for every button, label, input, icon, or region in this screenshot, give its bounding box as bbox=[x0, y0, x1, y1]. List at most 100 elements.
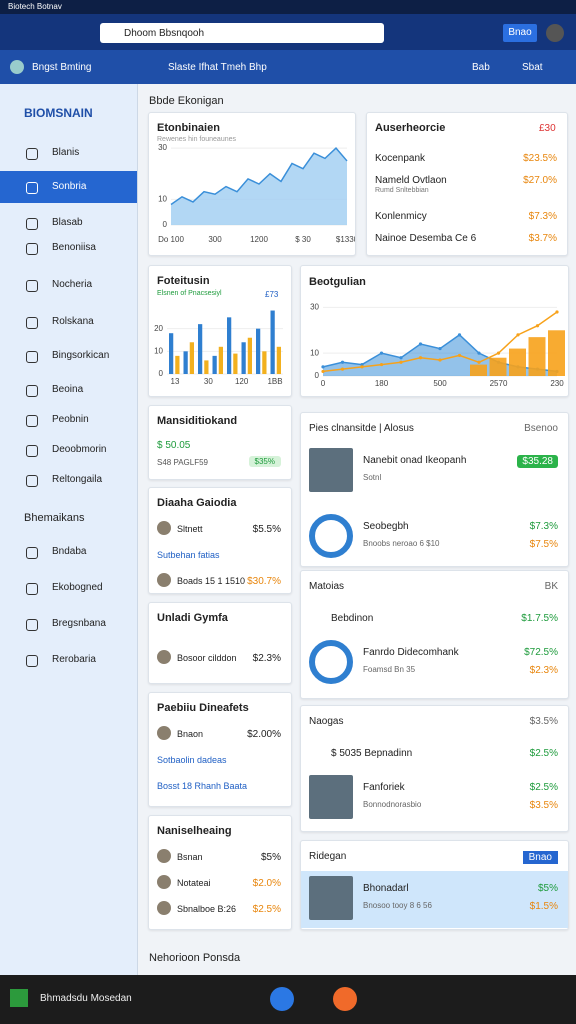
nav-item[interactable]: Peobnin bbox=[52, 414, 89, 425]
section-title: Matoias bbox=[309, 581, 345, 592]
row-value: $7.3% bbox=[528, 211, 557, 222]
point bbox=[418, 356, 423, 360]
x-tick-label: Do 100 bbox=[158, 235, 184, 244]
bar bbox=[233, 353, 238, 374]
row-sub: Sotnl bbox=[363, 473, 382, 482]
bar bbox=[470, 364, 487, 376]
nav-item[interactable]: Beoina bbox=[52, 384, 84, 395]
bar bbox=[247, 337, 252, 374]
point bbox=[535, 324, 540, 328]
row-label: Boads 15 1 1510 bbox=[177, 576, 246, 586]
row-label: Sutbehan fatias bbox=[157, 550, 220, 560]
point bbox=[477, 360, 481, 364]
nav-item[interactable]: Ekobogned bbox=[52, 582, 103, 593]
browser-bar: Dhoom Bbsnqooh Bnao bbox=[0, 14, 576, 50]
account-icon bbox=[10, 60, 24, 74]
row-sub: Bnosoo tooy 8 6 56 bbox=[363, 901, 432, 910]
point bbox=[340, 360, 345, 364]
row-value: $35.28 bbox=[517, 455, 558, 468]
tag: £30 bbox=[539, 123, 556, 134]
nav-item[interactable]: Blasab bbox=[52, 217, 83, 228]
action[interactable]: Sbat bbox=[522, 62, 543, 73]
row-label: Bosst 18 Rhanh Baata bbox=[157, 781, 248, 791]
row-label: Sltnett bbox=[177, 524, 203, 534]
point bbox=[360, 365, 364, 369]
links[interactable]: Slaste Ifhat Tmeh Bhp bbox=[168, 62, 267, 73]
row-value2: $7.5% bbox=[529, 539, 558, 550]
section: Matoias BK Bebdinon $1.7.5% Fanrdo Didecomha… bbox=[300, 570, 569, 699]
bar bbox=[183, 351, 188, 374]
x-tick-label: 1200 bbox=[250, 235, 268, 244]
y-tick-label: 20 bbox=[154, 324, 163, 333]
action[interactable]: Bab bbox=[472, 62, 490, 73]
nav-icon bbox=[26, 243, 38, 255]
point bbox=[340, 367, 345, 371]
toolbar: Bngst Bmting Slaste Ifhat Tmeh Bhp Bab S… bbox=[0, 50, 576, 84]
nav-item[interactable]: Blanis bbox=[52, 147, 80, 158]
nav-icon bbox=[26, 619, 38, 631]
combo-card: Beotgulian 0 10 30 0 180 500 2570 230 bbox=[300, 265, 569, 397]
row-icon bbox=[157, 521, 171, 535]
point bbox=[399, 360, 403, 364]
card-title: Naniselheaing bbox=[157, 825, 232, 837]
row-value: $7.3% bbox=[529, 521, 558, 532]
nav-icon bbox=[26, 415, 38, 427]
nav-item[interactable]: Benoniisa bbox=[52, 242, 96, 253]
card-title: Diaaha Gaiodia bbox=[157, 497, 237, 509]
nav-item[interactable]: Deoobmorin bbox=[52, 444, 107, 455]
point bbox=[438, 358, 442, 362]
nav-icon bbox=[26, 385, 38, 397]
row-value: $72.5% bbox=[524, 647, 558, 658]
nav-icon bbox=[26, 280, 38, 292]
nav-item[interactable]: Nocheria bbox=[52, 279, 93, 290]
row-value: $2.0% bbox=[252, 878, 281, 889]
nav-icon bbox=[26, 351, 38, 363]
x-tick-label: 500 bbox=[433, 379, 447, 388]
row-value: $5% bbox=[537, 883, 558, 894]
button[interactable]: Bnao bbox=[503, 24, 537, 42]
row-label: Bsnan bbox=[177, 852, 203, 862]
nav-icon bbox=[26, 583, 38, 595]
section-title: Ridegan bbox=[309, 851, 347, 862]
app-icon[interactable] bbox=[333, 987, 357, 1011]
area bbox=[171, 148, 347, 225]
nav-item[interactable]: Rerobaria bbox=[52, 654, 96, 665]
line bbox=[170, 147, 348, 206]
row-title: Bebdinon bbox=[331, 613, 374, 624]
y-tick-label: 0 bbox=[163, 220, 168, 229]
row-label: Sbnalboe B:26 bbox=[177, 904, 237, 914]
section: Pies clnansitde | Alosus Bsenoo Nanebit on… bbox=[300, 412, 569, 567]
point bbox=[555, 310, 559, 314]
row-label: Kocenpank bbox=[375, 153, 426, 164]
nav-item[interactable]: Reltongaila bbox=[52, 474, 103, 485]
nav-item[interactable]: Bndaba bbox=[52, 546, 87, 557]
section-aside: BK bbox=[544, 581, 558, 592]
bar bbox=[227, 317, 232, 374]
app-icon[interactable] bbox=[270, 987, 294, 1011]
point bbox=[516, 333, 520, 337]
bar bbox=[489, 357, 507, 376]
nav-item[interactable]: Sonbria bbox=[52, 181, 87, 192]
nav-item[interactable]: Bingsorkican bbox=[52, 350, 110, 361]
title-bar: Biotech Botnav bbox=[0, 0, 576, 14]
row-label: Nainoe Desemba Ce 6 bbox=[375, 233, 477, 244]
avatar[interactable] bbox=[546, 24, 564, 42]
sub: S48 PAGLF59 bbox=[157, 458, 208, 467]
nav-item[interactable]: Rolskana bbox=[52, 316, 94, 327]
section-title: Pies clnansitde | Alosus bbox=[309, 423, 414, 434]
nav-item[interactable]: Bregsnbana bbox=[52, 618, 106, 629]
start-icon[interactable] bbox=[10, 989, 28, 1007]
row-title: $ 5035 Bepnadinn bbox=[331, 748, 413, 759]
row-label: Konlenmicy bbox=[375, 211, 427, 222]
row-title: Bhonadarl bbox=[363, 883, 409, 894]
thumb bbox=[309, 514, 353, 558]
point bbox=[457, 333, 462, 337]
card-title: Foteitusin bbox=[157, 275, 210, 287]
account[interactable]: Bngst Bmting bbox=[32, 62, 92, 73]
row-icon bbox=[157, 650, 171, 664]
row-value: $30.7% bbox=[247, 576, 281, 587]
row-icon bbox=[157, 901, 171, 915]
bar bbox=[241, 342, 246, 374]
address-box[interactable]: Dhoom Bbsnqooh bbox=[100, 23, 384, 43]
